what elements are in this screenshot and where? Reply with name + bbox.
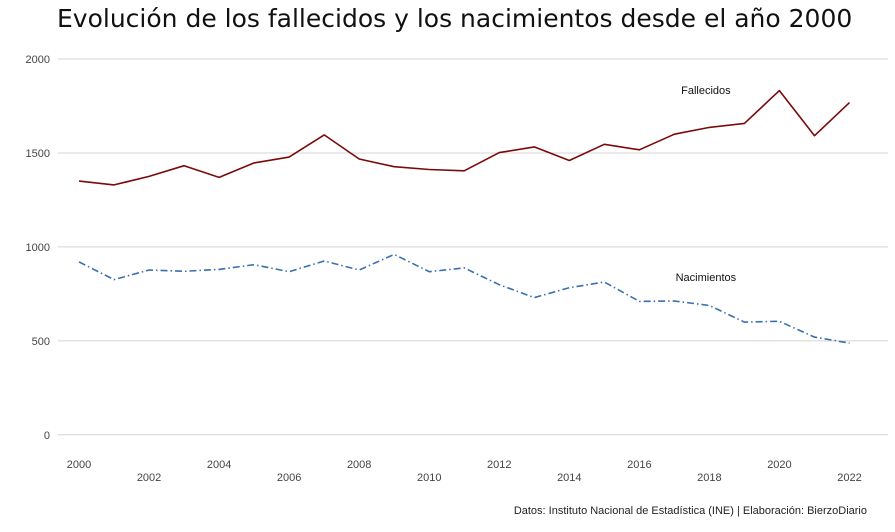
x-tick-label: 2012 — [487, 459, 511, 471]
x-tick-label: 2014 — [557, 472, 581, 484]
x-tick-labels: 2000 2002 2004 2006 2008 2010 2012 2014 2016 2018… — [67, 459, 862, 484]
x-tick-label: 2022 — [837, 472, 861, 484]
series-line-fallecidos — [78, 89, 851, 186]
series-line-nacimientos — [78, 253, 850, 344]
series-label-nacimientos: Nacimientos — [676, 272, 737, 284]
x-tick-label: 2008 — [347, 459, 371, 471]
line-chart: 0 500 1000 1500 2000 2000 2002 2004 2006 2008 201… — [26, 54, 888, 484]
series-label-fallecidos: Fallecidos — [681, 85, 731, 97]
x-tick-label: 2000 — [67, 459, 91, 471]
x-tick-label: 2016 — [627, 459, 651, 471]
y-tick-label: 1000 — [26, 242, 50, 254]
x-tick-label: 2004 — [207, 459, 231, 471]
y-tick-label: 500 — [32, 336, 50, 348]
y-tick-label: 2000 — [26, 54, 50, 66]
x-tick-label: 2020 — [767, 459, 791, 471]
source-caption: Datos: Instituto Nacional de Estadística… — [513, 505, 867, 517]
chart-title: Evolución de los fallecidos y los nacimi… — [57, 4, 853, 33]
series-labels: Fallecidos Nacimientos — [676, 85, 737, 284]
y-tick-labels: 0 500 1000 1500 2000 — [26, 54, 50, 442]
grid-lines — [58, 58, 888, 436]
y-tick-label: 1500 — [26, 148, 50, 160]
x-tick-label: 2006 — [277, 472, 301, 484]
x-tick-label: 2018 — [697, 472, 721, 484]
y-tick-label: 0 — [44, 430, 50, 442]
x-tick-label: 2010 — [417, 472, 441, 484]
x-tick-label: 2002 — [137, 472, 161, 484]
series-lines — [78, 89, 851, 344]
